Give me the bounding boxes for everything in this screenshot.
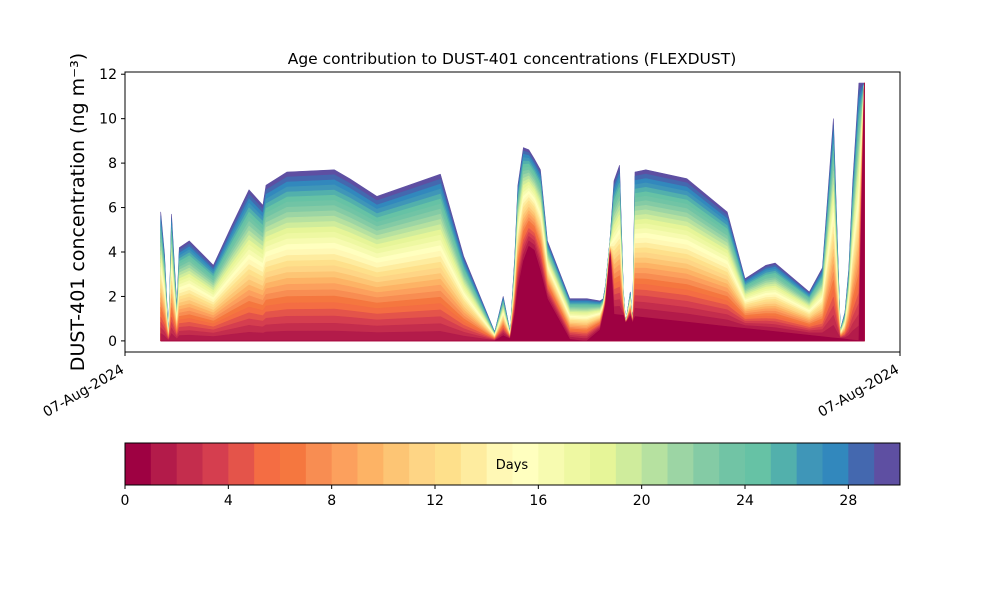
colorbar-label: Days	[496, 458, 529, 473]
colorbar-cell	[280, 443, 307, 485]
colorbar-cell	[667, 443, 694, 485]
stacked-layers	[160, 82, 865, 342]
colorbar-cell	[331, 443, 358, 485]
colorbar-cell	[512, 443, 539, 485]
y-tick-label: 0	[108, 334, 117, 350]
colorbar-ticks: 0 4 8 12 16 20 24 28	[121, 485, 857, 509]
y-tick-label: 6	[108, 201, 117, 217]
colorbar-cell	[486, 443, 513, 485]
colorbar-cell	[228, 443, 255, 485]
colorbar-cell	[564, 443, 591, 485]
colorbar-cell	[770, 443, 798, 485]
y-tick-label: 12	[99, 67, 117, 83]
colorbar-tick-label: 20	[633, 493, 651, 509]
colorbar-cell	[254, 443, 281, 485]
colorbar-cell	[615, 443, 643, 485]
y-tick-label: 10	[99, 112, 117, 128]
colorbar-cells	[125, 443, 901, 485]
colorbar-cell	[125, 443, 152, 485]
colorbar-cell	[435, 443, 462, 485]
colorbar-cell	[357, 443, 384, 485]
colorbar-cell	[150, 443, 178, 485]
colorbar-tick-label: 4	[224, 493, 233, 509]
colorbar-cell	[305, 443, 333, 485]
colorbar-cell	[796, 443, 823, 485]
area-plot: Age contribution to DUST-401 concentrati…	[41, 50, 903, 421]
colorbar-cell	[538, 443, 565, 485]
colorbar-tick-label: 24	[736, 493, 754, 509]
colorbar-cell	[822, 443, 849, 485]
colorbar-cell	[693, 443, 720, 485]
y-axis: 0 2 4 6 8 10 12	[99, 67, 125, 350]
colorbar-frame	[124, 442, 901, 486]
colorbar-tick-label: 8	[327, 493, 336, 509]
colorbar-tick-label: 28	[839, 493, 857, 509]
colorbar-cell	[409, 443, 436, 485]
colorbar-cell	[719, 443, 746, 485]
y-tick-label: 8	[108, 156, 117, 172]
y-tick-label: 4	[108, 245, 117, 261]
y-axis-label: DUST-401 concentration (ng m⁻³)	[67, 53, 89, 371]
x-tick-label: 07-Aug-2024	[816, 362, 903, 421]
colorbar-tick-label: 16	[529, 493, 547, 509]
colorbar: Days 0 4 8 12 16 20 24 28	[121, 442, 901, 509]
age-layer-0-1-days	[160, 82, 865, 342]
colorbar-cell	[641, 443, 668, 485]
colorbar-cell	[590, 443, 617, 485]
y-tick-label: 2	[108, 289, 117, 305]
colorbar-cell	[848, 443, 875, 485]
x-axis: 07-Aug-2024 07-Aug-2024	[41, 352, 903, 421]
colorbar-cell	[383, 443, 410, 485]
colorbar-tick-label: 12	[426, 493, 444, 509]
colorbar-cell	[202, 443, 229, 485]
colorbar-cell	[460, 443, 488, 485]
colorbar-cell	[874, 443, 901, 485]
chart-title: Age contribution to DUST-401 concentrati…	[288, 50, 737, 68]
plot-frame	[124, 71, 901, 353]
colorbar-tick-label: 0	[121, 493, 130, 509]
colorbar-cell	[745, 443, 772, 485]
colorbar-cell	[176, 443, 203, 485]
